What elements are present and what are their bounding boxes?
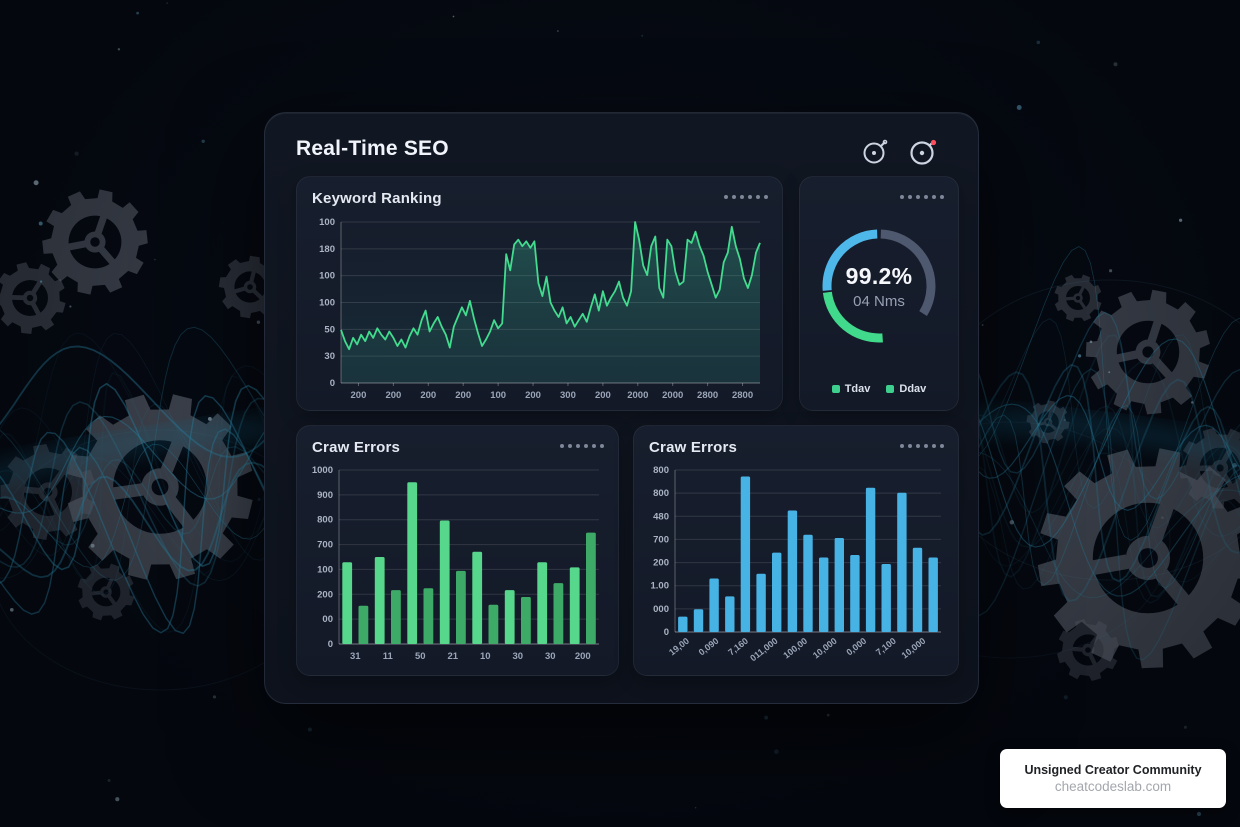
svg-text:2800: 2800 (697, 390, 718, 401)
svg-text:100: 100 (319, 217, 335, 228)
keyword-ranking-card: Keyword Ranking 100 180 100 100 50 30 0 200 200 2… (296, 176, 783, 411)
card-title: Craw Errors (312, 439, 401, 456)
watermark-url: cheatcodeslab.com (1054, 779, 1172, 794)
svg-text:0: 0 (328, 639, 333, 650)
legend-item: Tdav (831, 383, 871, 395)
svg-text:200: 200 (595, 390, 611, 401)
legend-item: Ddav (886, 383, 926, 395)
svg-text:000: 000 (653, 604, 669, 615)
timer-alert-icon[interactable] (908, 137, 938, 167)
svg-text:800: 800 (653, 466, 669, 476)
page-title: Real-Time SEO (296, 137, 449, 160)
svg-text:21: 21 (447, 651, 458, 662)
svg-text:0: 0 (330, 378, 335, 389)
svg-text:0,000: 0,000 (844, 636, 868, 658)
card-title: Keyword Ranking (312, 190, 442, 207)
crawl-errors-card-blue: Craw Errors 800 800 480 700 200 1.00 000 0 19,00… (633, 425, 959, 676)
legend-bullet-icon (831, 385, 840, 393)
svg-text:0,090: 0,090 (697, 636, 721, 658)
card-title: Craw Errors (649, 439, 738, 456)
svg-text:800: 800 (317, 515, 333, 526)
svg-text:50: 50 (324, 324, 335, 335)
svg-text:7,100: 7,100 (874, 636, 898, 658)
svg-text:900: 900 (317, 490, 333, 501)
svg-text:1.00: 1.00 (651, 581, 670, 592)
card-menu-dots[interactable] (900, 444, 944, 448)
svg-text:200: 200 (317, 589, 333, 600)
svg-text:200: 200 (653, 558, 669, 569)
dashboard-panel: Real-Time SEO Keyword Ranking 100 180 100 1… (264, 112, 979, 704)
svg-text:10: 10 (480, 651, 491, 662)
svg-text:180: 180 (319, 244, 335, 255)
svg-text:10,000: 10,000 (811, 636, 839, 661)
svg-text:200: 200 (525, 390, 541, 401)
svg-text:300: 300 (560, 390, 576, 401)
svg-text:200: 200 (420, 390, 436, 401)
card-menu-dots[interactable] (724, 195, 768, 199)
svg-text:200: 200 (385, 390, 401, 401)
svg-text:19,00: 19,00 (667, 636, 691, 658)
svg-text:100,00: 100,00 (781, 636, 809, 661)
svg-text:30: 30 (545, 651, 556, 662)
card-menu-dots[interactable] (560, 444, 604, 448)
svg-text:200: 200 (575, 651, 591, 662)
svg-text:50: 50 (415, 651, 426, 662)
seo-score-gauge (822, 229, 936, 343)
legend-bullet-icon (886, 385, 895, 393)
svg-text:1000: 1000 (312, 466, 333, 476)
svg-text:31: 31 (350, 651, 361, 662)
svg-text:0: 0 (664, 627, 669, 638)
svg-text:2800: 2800 (732, 390, 753, 401)
svg-text:00: 00 (322, 614, 333, 625)
watermark-card: Unsigned Creator Community cheatcodeslab… (1000, 749, 1226, 808)
svg-text:480: 480 (653, 511, 669, 522)
svg-text:10,000: 10,000 (900, 636, 928, 661)
svg-text:2000: 2000 (662, 390, 683, 401)
card-menu-dots[interactable] (900, 195, 944, 199)
svg-text:800: 800 (653, 488, 669, 499)
header-icons (860, 137, 938, 167)
legend-label: Ddav (899, 383, 927, 395)
watermark-title: Unsigned Creator Community (1024, 763, 1202, 777)
svg-text:11: 11 (383, 651, 394, 662)
svg-text:100: 100 (317, 564, 333, 575)
svg-text:100: 100 (319, 271, 335, 282)
svg-text:200: 200 (455, 390, 471, 401)
seo-score-card: 99.2% 04 Nms Tdav Ddav (799, 176, 959, 411)
notification-dot (930, 139, 937, 146)
crawl-errors-card-green: Craw Errors 1000 900 800 700 100 200 00 0 31 11 50… (296, 425, 619, 676)
svg-text:700: 700 (317, 540, 333, 551)
svg-text:100: 100 (319, 298, 335, 309)
legend-label: Tdav (844, 383, 871, 395)
gauge-legend: Tdav Ddav (800, 383, 958, 395)
svg-text:7,160: 7,160 (726, 636, 750, 658)
svg-text:200: 200 (351, 390, 367, 401)
svg-text:100: 100 (490, 390, 506, 401)
svg-text:2000: 2000 (627, 390, 648, 401)
svg-text:30: 30 (512, 651, 523, 662)
svg-text:30: 30 (324, 351, 335, 362)
timer-icon[interactable] (860, 137, 890, 167)
svg-text:700: 700 (653, 534, 669, 545)
svg-text:011,000: 011,000 (748, 636, 779, 664)
